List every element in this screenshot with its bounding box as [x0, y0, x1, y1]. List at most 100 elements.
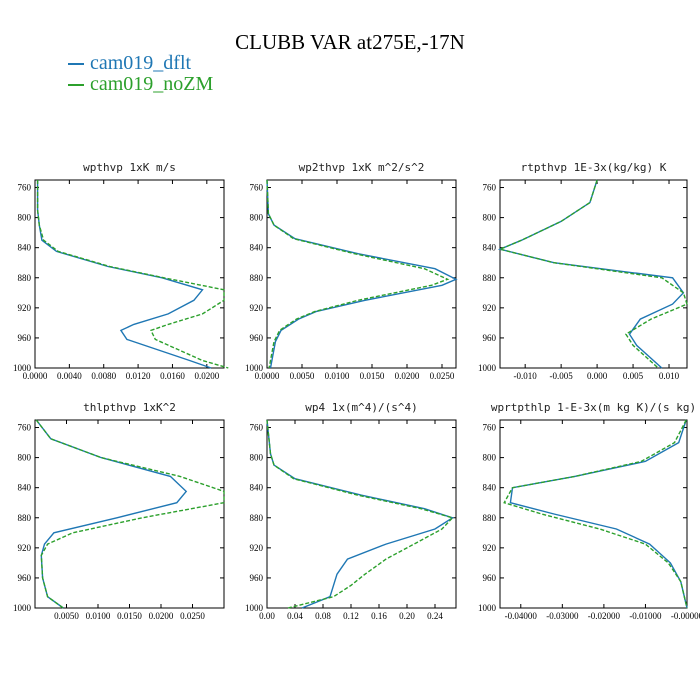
x-tick-label: 0.12	[343, 611, 359, 621]
legend-swatch-dflt	[68, 63, 84, 66]
series-line-dflt	[36, 180, 212, 369]
y-tick-label: 840	[18, 483, 32, 493]
x-tick-label: -0.02000	[588, 611, 621, 621]
legend-label-nozm: cam019_noZM	[90, 73, 214, 95]
x-tick-label: -0.03000	[546, 611, 579, 621]
panel-frame	[499, 179, 688, 369]
y-tick-label: 760	[18, 423, 32, 433]
x-tick-label: 0.0200	[395, 371, 420, 381]
series-line-nozm	[266, 179, 450, 369]
y-tick-label: 800	[18, 453, 32, 463]
x-tick-label: 0.0150	[117, 611, 142, 621]
y-tick-label: 960	[250, 573, 264, 583]
x-tick-label: -0.010	[514, 371, 538, 381]
y-tick-label: 1000	[478, 363, 497, 373]
y-tick-label: 960	[18, 573, 32, 583]
x-tick-label: 0.0000	[255, 371, 280, 381]
panel-2: wp2thvp 1xK m^2/s^2 760 800 840 880 920 960 100…	[245, 161, 458, 381]
series-line-dflt	[509, 419, 688, 609]
x-tick-label: -0.01000	[629, 611, 662, 621]
x-tick-label: 0.20	[399, 611, 415, 621]
panel-title: wp4 1x(m^4)/(s^4)	[305, 401, 418, 414]
series-line-nozm	[36, 180, 229, 369]
series-line-dflt	[266, 179, 458, 369]
y-tick-label: 800	[483, 213, 497, 223]
panel-title: wp2thvp 1xK m^2/s^2	[299, 161, 425, 174]
x-tick-label: 0.08	[315, 611, 331, 621]
y-tick-label: 760	[250, 183, 264, 193]
y-tick-label: 1000	[245, 363, 264, 373]
panel-6: wprtpthlp 1-E-3x(m kg K)/(s kg) 760 800 840…	[478, 401, 700, 621]
y-tick-label: 960	[483, 573, 497, 583]
y-tick-label: 800	[18, 213, 32, 223]
x-tick-label: 0.0150	[360, 371, 385, 381]
y-tick-label: 760	[483, 183, 497, 193]
x-tick-label: 0.0050	[290, 371, 315, 381]
y-tick-label: 920	[483, 303, 497, 313]
y-tick-label: 960	[18, 333, 32, 343]
series-line-nozm	[266, 419, 454, 609]
y-tick-label: 1000	[245, 603, 264, 613]
legend-item-nozm: cam019_noZM	[68, 73, 213, 96]
x-tick-label: 0.16	[371, 611, 387, 621]
y-tick-label: 960	[483, 333, 497, 343]
x-tick-label: 0.0160	[160, 371, 185, 381]
y-tick-label: 760	[483, 423, 497, 433]
x-tick-label: 0.0120	[126, 371, 151, 381]
y-tick-label: 800	[250, 453, 264, 463]
x-tick-label: 0.0250	[180, 611, 205, 621]
x-tick-label: 0.0050	[54, 611, 79, 621]
y-tick-label: 960	[250, 333, 264, 343]
y-tick-label: 760	[250, 423, 264, 433]
panel-title: rtpthvp 1E-3x(kg/kg) K	[521, 161, 667, 174]
x-tick-label: 0.0100	[86, 611, 111, 621]
y-tick-label: 920	[18, 543, 32, 553]
y-tick-label: 1000	[13, 603, 32, 613]
series-line-nozm	[35, 419, 225, 609]
y-tick-label: 880	[483, 513, 497, 523]
x-tick-label: 0.0000	[23, 371, 48, 381]
x-tick-label: 0.005	[623, 371, 644, 381]
x-tick-label: 0.0200	[194, 371, 219, 381]
y-tick-label: 880	[18, 273, 32, 283]
y-tick-label: 800	[483, 453, 497, 463]
x-tick-label: 0.04	[287, 611, 303, 621]
x-tick-label: 0.0080	[91, 371, 116, 381]
y-tick-label: 880	[483, 273, 497, 283]
legend-swatch-nozm	[68, 84, 84, 87]
panel-4: thlpthvp 1xK^2 760 800 840 880 920 960 1000 0.00…	[13, 401, 225, 621]
x-tick-label: -0.04000	[505, 611, 538, 621]
panel-frame	[34, 179, 225, 369]
y-tick-label: 840	[250, 483, 264, 493]
y-tick-label: 880	[18, 513, 32, 523]
y-tick-label: 840	[483, 483, 497, 493]
panel-title: wpthvp 1xK m/s	[83, 161, 176, 174]
x-tick-label: 0.0040	[57, 371, 82, 381]
y-tick-label: 760	[18, 183, 32, 193]
panel-frame	[266, 179, 457, 369]
y-tick-label: 840	[483, 243, 497, 253]
page-title: CLUBB VAR at275E,-17N	[235, 30, 465, 54]
y-tick-label: 920	[250, 303, 264, 313]
y-tick-label: 840	[250, 243, 264, 253]
x-tick-label: 0.010	[659, 371, 680, 381]
y-tick-label: 880	[250, 273, 264, 283]
panel-frame	[499, 419, 688, 609]
legend-label-dflt: cam019_dflt	[90, 52, 192, 74]
panel-title: wprtpthlp 1-E-3x(m kg K)/(s kg)	[491, 401, 696, 414]
series-line-dflt	[497, 179, 685, 369]
x-tick-label: -0.005	[550, 371, 574, 381]
x-tick-label: 0.0100	[325, 371, 350, 381]
x-tick-label: 0.0250	[430, 371, 455, 381]
legend-item-dflt: cam019_dflt	[68, 52, 191, 75]
panel-5: wp4 1x(m^4)/(s^4)76080084088092096010000…	[245, 401, 457, 621]
panel-title: thlpthvp 1xK^2	[83, 401, 176, 414]
panel-frame	[266, 419, 457, 609]
x-tick-label: 0.24	[427, 611, 443, 621]
y-tick-label: 1000	[13, 363, 32, 373]
y-tick-label: 920	[483, 543, 497, 553]
y-tick-label: 840	[18, 243, 32, 253]
y-tick-label: 920	[18, 303, 32, 313]
x-tick-label: 0.000	[587, 371, 608, 381]
